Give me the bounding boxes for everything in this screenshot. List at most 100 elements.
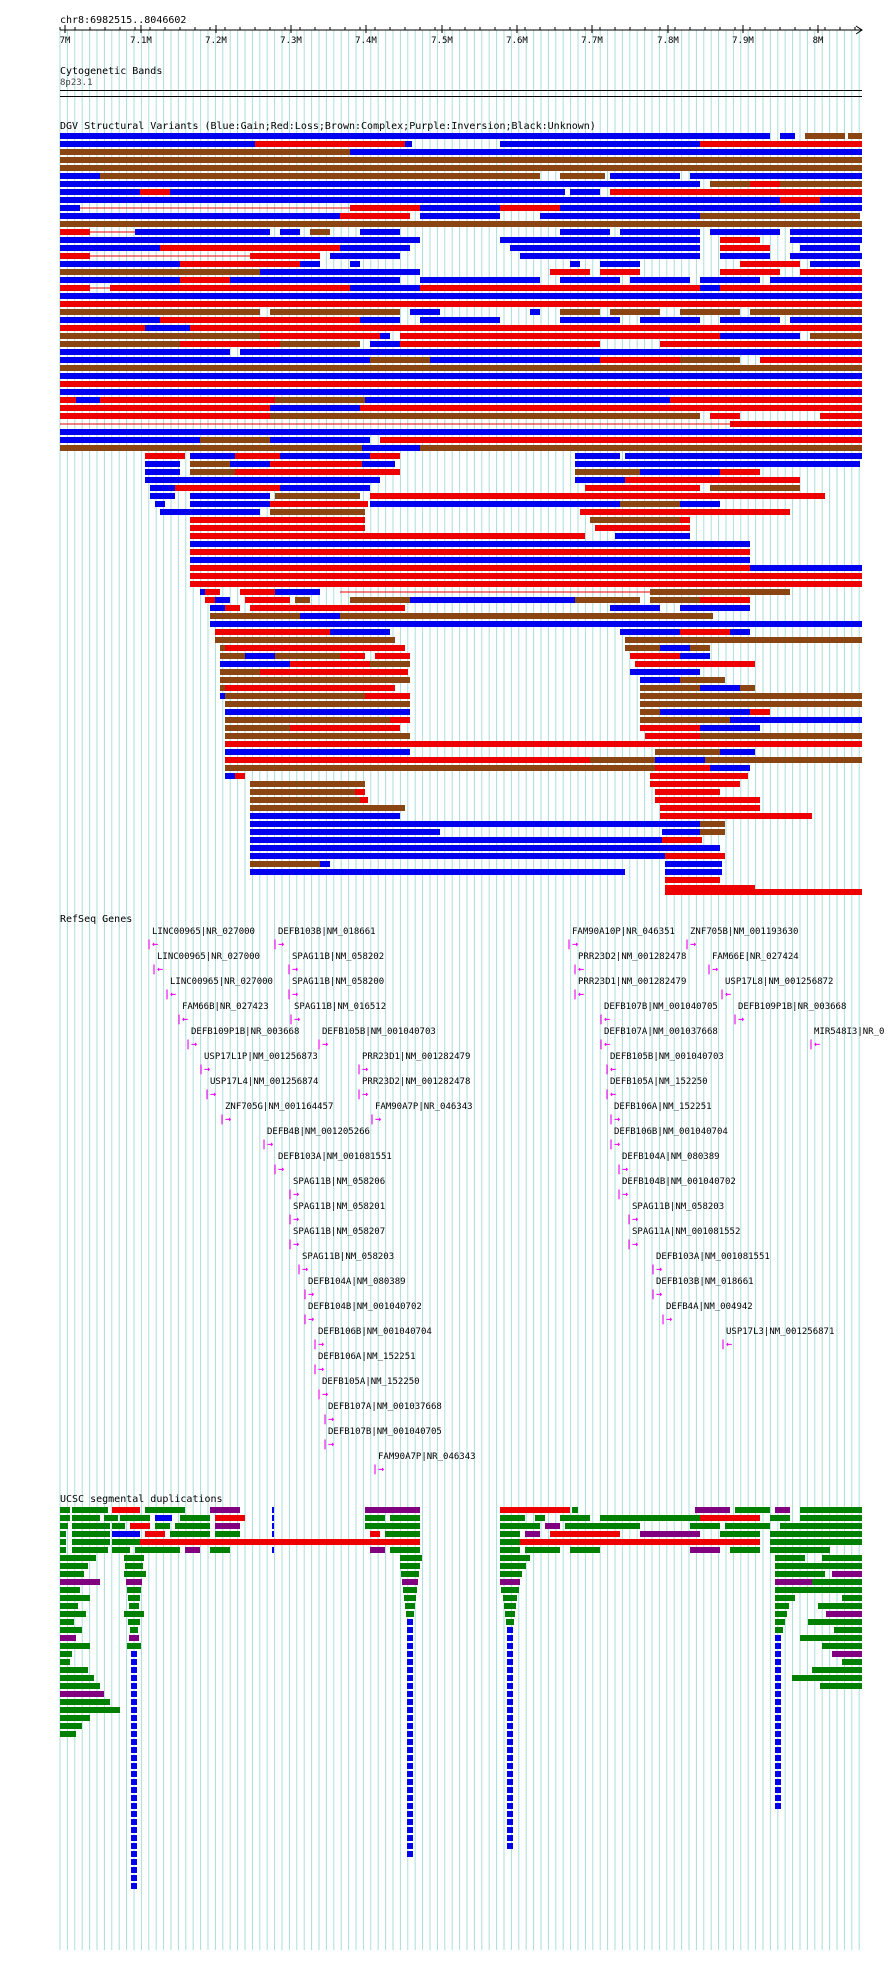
segdup-feature[interactable] <box>60 1539 66 1545</box>
dgv-variant-feature[interactable] <box>705 757 862 763</box>
dgv-variant-feature[interactable] <box>750 709 770 715</box>
dgv-variant-feature[interactable] <box>60 437 200 443</box>
dgv-variant-feature[interactable] <box>400 341 560 347</box>
segdup-feature[interactable] <box>775 1691 781 1697</box>
dgv-variant-feature[interactable] <box>255 141 405 147</box>
gene-label[interactable]: LINC00965|NR_027000 <box>152 927 255 937</box>
dgv-variant-feature[interactable] <box>60 325 145 331</box>
segdup-feature[interactable] <box>135 1547 180 1553</box>
gene-forward-strand-icon[interactable]: |→ <box>356 1064 369 1075</box>
dgv-variant-feature[interactable] <box>60 261 180 267</box>
segdup-feature[interactable] <box>407 1635 413 1641</box>
gene-label[interactable]: FAM90A10P|NR_046351 <box>572 927 675 937</box>
segdup-feature[interactable] <box>500 1579 520 1585</box>
dgv-variant-feature[interactable] <box>190 477 270 483</box>
dgv-variant-feature[interactable] <box>275 589 320 595</box>
dgv-variant-feature[interactable] <box>60 413 270 419</box>
segdup-feature[interactable] <box>730 1547 760 1553</box>
gene-forward-strand-icon[interactable]: |→ <box>566 939 579 950</box>
dgv-variant-feature[interactable] <box>60 213 320 219</box>
segdup-feature[interactable] <box>505 1611 515 1617</box>
segdup-feature[interactable] <box>572 1507 578 1513</box>
dgv-variant-feature[interactable] <box>365 397 670 403</box>
dgv-variant-feature[interactable] <box>60 197 780 203</box>
dgv-variant-feature[interactable] <box>770 589 790 595</box>
dgv-variant-feature[interactable] <box>660 805 700 811</box>
dgv-variant-feature[interactable] <box>405 141 412 147</box>
segdup-feature[interactable] <box>800 1635 862 1641</box>
dgv-variant-feature[interactable] <box>60 405 120 411</box>
dgv-variant-feature[interactable] <box>750 309 862 315</box>
dgv-variant-feature[interactable] <box>610 309 660 315</box>
dgv-variant-feature[interactable] <box>280 685 365 691</box>
gene-label[interactable]: DEFB103A|NM_001081551 <box>656 1252 770 1262</box>
dgv-variant-feature[interactable] <box>700 877 720 883</box>
segdup-feature[interactable] <box>506 1619 514 1625</box>
dgv-variant-feature[interactable] <box>295 597 310 603</box>
dgv-variant-feature[interactable] <box>770 717 862 723</box>
dgv-variant-feature[interactable] <box>420 317 500 323</box>
dgv-variant-feature[interactable] <box>235 341 280 347</box>
segdup-feature[interactable] <box>690 1523 720 1529</box>
dgv-variant-feature[interactable] <box>275 653 340 659</box>
gene-label[interactable]: DEFB106B|NM_001040704 <box>318 1327 432 1337</box>
dgv-variant-feature[interactable] <box>60 173 100 179</box>
dgv-variant-feature[interactable] <box>610 597 640 603</box>
segdup-feature[interactable] <box>112 1547 130 1553</box>
segdup-feature[interactable] <box>775 1579 835 1585</box>
dgv-variant-feature[interactable] <box>700 821 722 827</box>
dgv-variant-feature[interactable] <box>700 733 750 739</box>
segdup-feature[interactable] <box>507 1835 513 1841</box>
dgv-variant-feature[interactable] <box>700 349 862 355</box>
dgv-variant-feature[interactable] <box>260 813 365 819</box>
segdup-feature[interactable] <box>131 1787 137 1793</box>
segdup-feature[interactable] <box>155 1523 170 1529</box>
dgv-variant-feature[interactable] <box>650 589 700 595</box>
gene-forward-strand-icon[interactable]: |→ <box>608 1114 621 1125</box>
segdup-feature[interactable] <box>501 1587 519 1593</box>
segdup-feature[interactable] <box>775 1803 781 1809</box>
dgv-variant-feature[interactable] <box>270 437 355 443</box>
segdup-feature[interactable] <box>545 1523 560 1529</box>
segdup-feature[interactable] <box>775 1723 781 1729</box>
dgv-variant-feature[interactable] <box>680 309 740 315</box>
segdup-feature[interactable] <box>775 1595 795 1601</box>
dgv-variant-feature[interactable] <box>705 445 862 451</box>
gene-forward-strand-icon[interactable]: |→ <box>287 1214 300 1225</box>
segdup-feature[interactable] <box>507 1747 513 1753</box>
dgv-variant-feature[interactable] <box>280 341 350 347</box>
segdup-feature[interactable] <box>407 1675 413 1681</box>
dgv-variant-feature[interactable] <box>690 773 740 779</box>
gene-label[interactable]: DEFB107B|NM_001040705 <box>328 1427 442 1437</box>
dgv-variant-feature[interactable] <box>655 789 690 795</box>
segdup-feature[interactable] <box>565 1523 640 1529</box>
segdup-feature[interactable] <box>407 1779 413 1785</box>
segdup-feature[interactable] <box>775 1635 781 1641</box>
dgv-variant-feature[interactable] <box>585 541 750 547</box>
dgv-variant-feature[interactable] <box>645 733 700 739</box>
dgv-variant-feature[interactable] <box>575 477 625 483</box>
dgv-variant-feature[interactable] <box>210 605 225 611</box>
segdup-feature[interactable] <box>775 1683 781 1689</box>
segdup-feature[interactable] <box>700 1515 760 1521</box>
segdup-feature[interactable] <box>775 1659 781 1665</box>
dgv-variant-feature[interactable] <box>750 181 780 187</box>
dgv-variant-feature[interactable] <box>270 461 362 467</box>
segdup-feature[interactable] <box>60 1699 110 1705</box>
dgv-variant-feature[interactable] <box>430 357 600 363</box>
segdup-feature[interactable] <box>695 1507 730 1513</box>
segdup-feature[interactable] <box>792 1675 862 1681</box>
dgv-variant-feature[interactable] <box>640 317 700 323</box>
dgv-variant-feature[interactable] <box>770 277 862 283</box>
dgv-variant-feature[interactable] <box>250 605 300 611</box>
dgv-variant-feature[interactable] <box>625 645 660 651</box>
dgv-variant-feature[interactable] <box>140 189 170 195</box>
dgv-variant-feature[interactable] <box>710 613 713 619</box>
segdup-feature[interactable] <box>507 1723 513 1729</box>
dgv-variant-feature[interactable] <box>350 341 360 347</box>
dgv-variant-feature[interactable] <box>225 725 235 731</box>
dgv-variant-feature[interactable] <box>60 237 220 243</box>
gene-forward-strand-icon[interactable]: |→ <box>272 939 285 950</box>
gene-forward-strand-icon[interactable]: |→ <box>286 964 299 975</box>
dgv-variant-feature[interactable] <box>200 589 205 595</box>
